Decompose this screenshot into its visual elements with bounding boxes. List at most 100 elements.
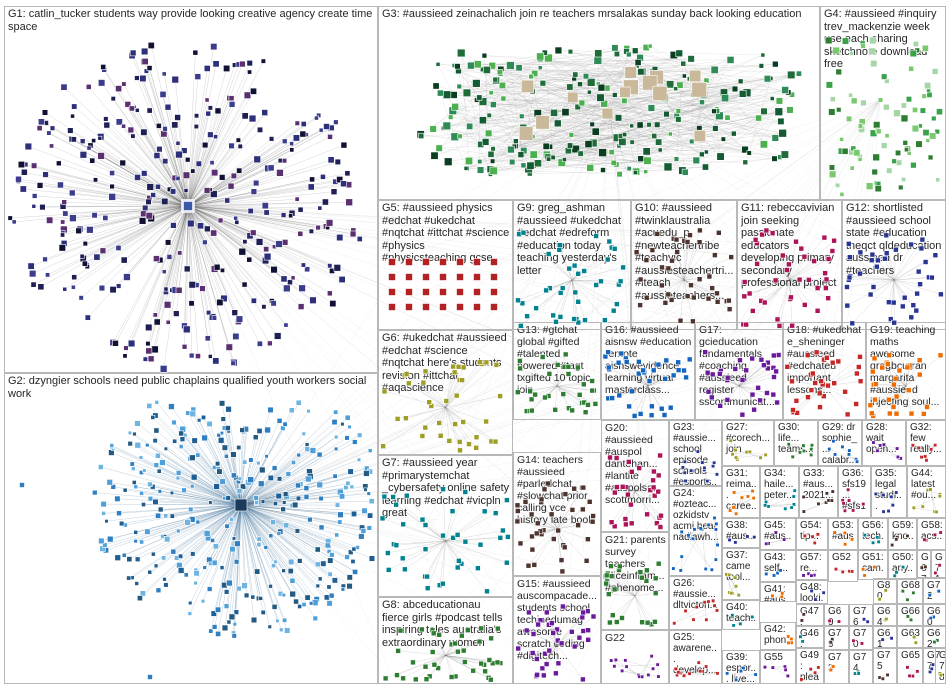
edge <box>647 385 671 408</box>
edge <box>236 504 242 613</box>
g2-node <box>267 624 272 629</box>
g3-node <box>507 145 515 154</box>
g2-node <box>297 558 303 564</box>
cluster-node-g12 <box>890 299 897 306</box>
cluster-node-g10 <box>714 290 720 297</box>
cluster-node-g26 <box>691 617 696 622</box>
cluster-node-g32 <box>916 445 921 451</box>
edge <box>720 385 740 406</box>
cluster-node-g20 <box>658 512 664 519</box>
edge <box>404 540 446 570</box>
edge <box>240 504 275 607</box>
edge <box>691 69 715 142</box>
g5-node <box>388 258 396 266</box>
edge <box>160 504 242 510</box>
g2-node <box>216 468 223 475</box>
cluster-node-g33 <box>829 498 834 503</box>
g2-node <box>334 532 340 538</box>
g2-node <box>150 414 156 420</box>
edge <box>240 504 330 604</box>
g1-node <box>37 118 45 126</box>
edge <box>240 476 311 506</box>
g2-node <box>308 601 314 606</box>
g2-node <box>104 519 109 524</box>
cluster-node-g12 <box>882 255 888 262</box>
g3-node <box>687 55 695 63</box>
g1-node <box>212 357 220 365</box>
cluster-node-g33 <box>816 501 821 506</box>
g2-node <box>224 453 229 459</box>
edge <box>187 138 272 207</box>
g1-node <box>232 332 240 340</box>
g2-node <box>224 425 231 431</box>
cluster-node-g23 <box>689 468 694 473</box>
cluster-node-g11 <box>821 234 828 241</box>
g4-node <box>841 37 850 45</box>
cluster-node-g14 <box>586 498 593 505</box>
g4-node <box>828 108 836 116</box>
cluster-node-g8 <box>487 676 494 683</box>
edge <box>571 279 597 286</box>
g3-node <box>596 93 605 102</box>
cluster-node-g29 <box>840 444 845 449</box>
g2-node <box>323 594 330 601</box>
g2-node <box>312 615 318 622</box>
edge <box>749 279 790 294</box>
edge <box>875 383 907 387</box>
g2-node <box>258 466 266 474</box>
cluster-node-g16 <box>631 413 638 419</box>
edge <box>187 52 196 207</box>
g1-node <box>152 312 158 318</box>
edge <box>408 383 446 408</box>
g3-node <box>554 46 563 55</box>
edge <box>187 118 253 207</box>
cluster-node-g18 <box>818 378 824 385</box>
edge <box>146 71 189 207</box>
edge <box>187 113 266 207</box>
cluster-node-g13 <box>585 402 591 408</box>
g1-node <box>71 274 78 281</box>
cluster-node-g9 <box>571 262 578 269</box>
edge <box>240 471 351 506</box>
cluster-node-g20 <box>628 520 635 527</box>
edge <box>130 443 242 506</box>
edge <box>240 504 344 590</box>
g2-node <box>366 525 373 531</box>
g2-node <box>159 459 166 466</box>
edge <box>465 95 742 169</box>
edge <box>240 444 308 506</box>
cluster-node-g18 <box>790 407 796 413</box>
g1-node <box>213 263 221 271</box>
g2-node <box>193 580 198 586</box>
g1-node <box>71 284 76 290</box>
g2-node <box>146 402 153 409</box>
g1-node <box>308 228 314 234</box>
edge <box>445 395 501 408</box>
g4-node <box>848 92 854 98</box>
g2-node <box>256 460 261 466</box>
g1-node <box>171 75 179 84</box>
edge <box>682 467 717 475</box>
g1-node <box>309 296 317 304</box>
g2-node <box>175 475 181 481</box>
g1-node <box>171 121 179 129</box>
edge <box>240 504 344 587</box>
g1-node <box>112 339 119 347</box>
g1-node <box>91 212 98 219</box>
g4-node <box>931 115 937 122</box>
cluster-node-g6 <box>426 399 433 406</box>
cluster-node-g73 <box>831 664 836 669</box>
edge <box>446 125 531 166</box>
edge <box>182 438 242 506</box>
g2-node <box>151 551 156 557</box>
g1-node <box>247 208 254 215</box>
g2-node <box>352 569 359 575</box>
edge <box>123 126 189 207</box>
edge <box>187 205 360 240</box>
g3-node <box>463 166 469 171</box>
edge <box>197 454 242 506</box>
cluster-node-g11 <box>746 290 753 297</box>
edge <box>476 99 636 173</box>
cluster-node-g25 <box>681 673 687 678</box>
g3-node <box>561 108 570 117</box>
